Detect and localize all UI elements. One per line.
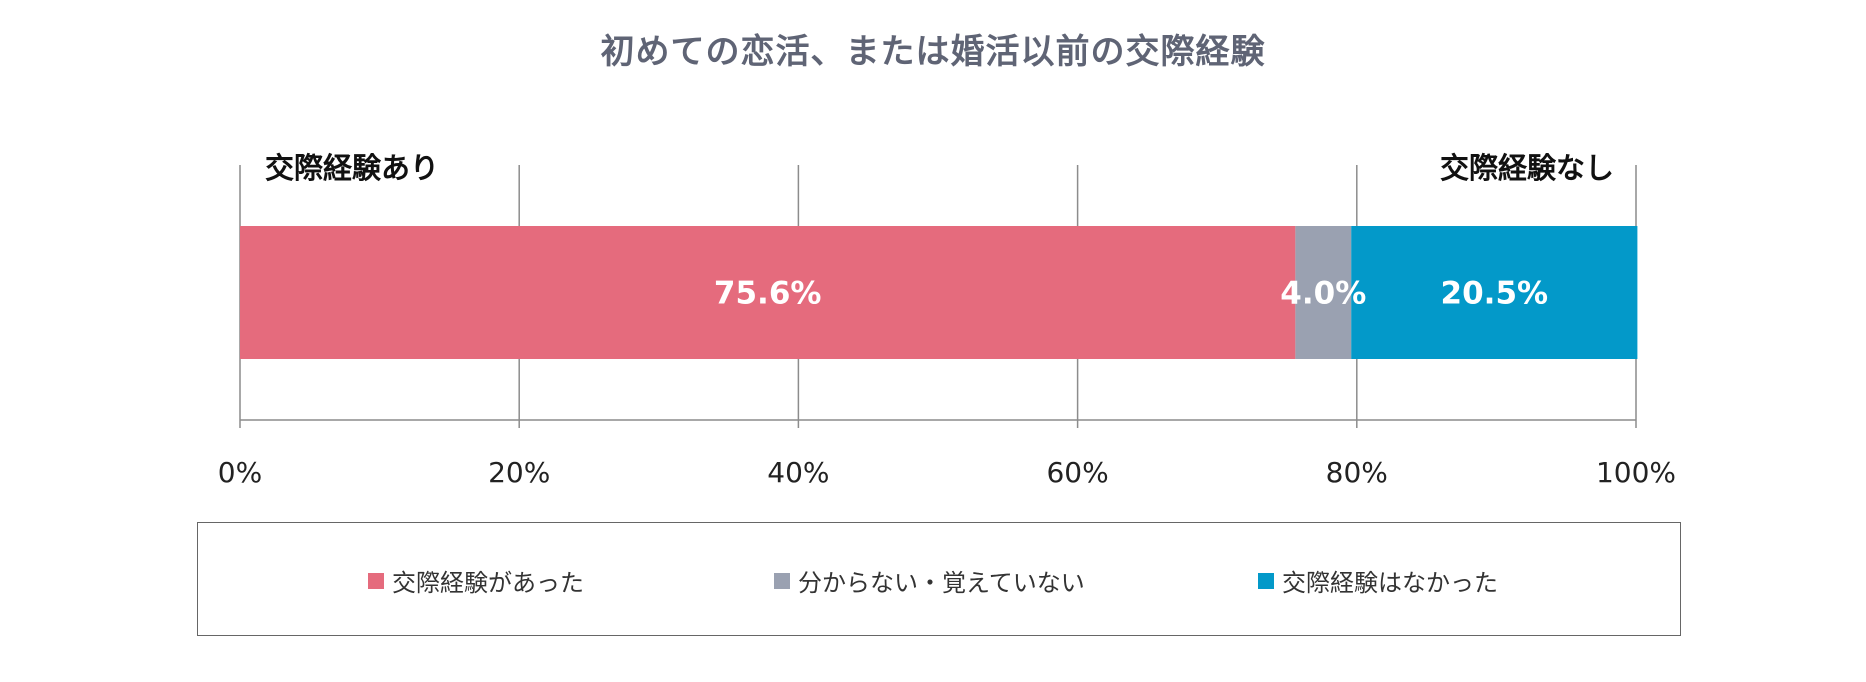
legend-label: 交際経験があった [392,569,584,597]
x-axis: 0% 20% 40% 60% 80% 100% [218,419,1676,489]
data-labels: 75.6% 4.0% 20.5% [714,276,1548,312]
stacked-bar [240,226,1638,359]
x-tick-label-5: 100% [1596,456,1676,489]
x-tick-label-4: 80% [1326,456,1388,489]
legend-item-had-experience: 交際経験があった [368,563,584,598]
chart-plot: 75.6% 4.0% 20.5% 0% 20% 40% 60% 80% 100% 交際経験あり… [218,151,1676,489]
bar-segment-1 [1295,226,1352,359]
x-tick-label-1: 20% [488,456,550,489]
x-tick-label-3: 60% [1046,456,1108,489]
legend-label: 交際経験はなかった [1282,569,1498,597]
x-tick-label-0: 0% [218,456,262,489]
chart-title: 初めての恋活、または婚活以前の交際経験 [600,32,1266,72]
legend-swatch-had-experience [368,572,384,589]
data-label-1: 4.0% [1280,276,1366,312]
data-label-0: 75.6% [714,276,822,312]
legend-swatch-unknown [774,572,790,589]
annotation-left: 交際経験あり [265,151,439,185]
x-tick-label-2: 40% [767,456,829,489]
legend: 交際経験があった 分からない・覚えていない 交際経験はなかった [197,522,1681,636]
bar-segment-0 [240,226,1296,359]
legend-label: 分からない・覚えていない [798,569,1085,597]
bar-segment-2 [1351,226,1638,359]
legend-item-unknown: 分からない・覚えていない [774,563,1085,598]
data-label-2: 20.5% [1441,276,1549,312]
legend-item-no-experience: 交際経験はなかった [1258,563,1498,598]
annotation-right: 交際経験なし [1440,151,1614,185]
legend-swatch-no-experience [1258,572,1274,589]
